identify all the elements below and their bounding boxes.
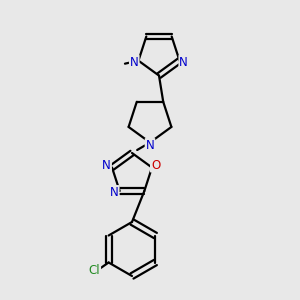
Text: N: N <box>146 139 154 152</box>
Text: N: N <box>102 159 111 172</box>
Text: N: N <box>179 56 188 69</box>
Text: N: N <box>110 186 118 199</box>
Text: N: N <box>130 56 139 69</box>
Text: O: O <box>151 159 160 172</box>
Text: Cl: Cl <box>88 264 100 277</box>
